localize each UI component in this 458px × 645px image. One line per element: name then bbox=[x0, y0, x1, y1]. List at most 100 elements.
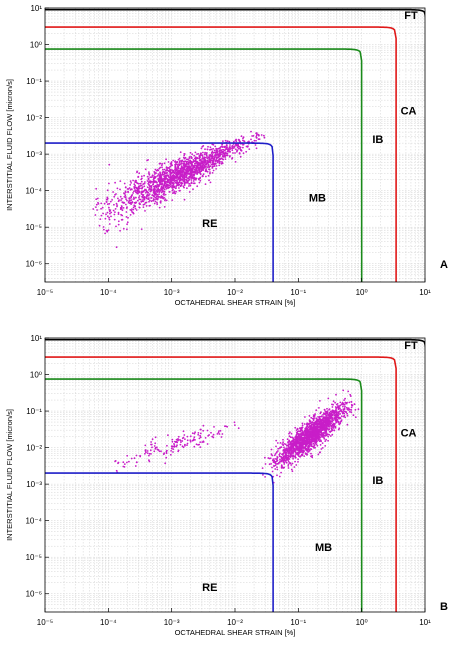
scatter-point bbox=[224, 139, 227, 142]
scatter-point bbox=[343, 412, 346, 415]
scatter-point bbox=[299, 448, 301, 451]
scatter-point bbox=[162, 190, 164, 193]
scatter-point bbox=[158, 183, 161, 186]
scatter-point bbox=[189, 435, 192, 438]
x-tick-label: 10⁻³ bbox=[164, 618, 180, 627]
scatter-point bbox=[105, 201, 108, 203]
scatter-point bbox=[239, 149, 242, 152]
scatter-point bbox=[183, 157, 186, 160]
scatter-point bbox=[333, 413, 335, 415]
scatter-point bbox=[291, 436, 294, 439]
scatter-point bbox=[171, 440, 174, 443]
scatter-point bbox=[251, 135, 254, 137]
scatter-point bbox=[169, 173, 172, 176]
scatter-point bbox=[144, 444, 147, 447]
scatter-point bbox=[318, 431, 321, 433]
scatter-point bbox=[194, 151, 197, 154]
scatter-point bbox=[129, 201, 132, 204]
scatter-point bbox=[120, 199, 122, 202]
scatter-point bbox=[129, 214, 132, 216]
scatter-point bbox=[325, 422, 327, 425]
scatter-point bbox=[270, 463, 272, 465]
scatter-point bbox=[296, 435, 298, 438]
scatter-point bbox=[154, 446, 157, 449]
scatter-point bbox=[177, 438, 180, 441]
scatter-point bbox=[170, 180, 173, 182]
scatter-point bbox=[274, 453, 277, 455]
scatter-point bbox=[175, 167, 177, 170]
scatter-point bbox=[314, 425, 317, 428]
scatter-point bbox=[139, 185, 142, 187]
scatter-point bbox=[308, 438, 310, 441]
scatter-point bbox=[140, 193, 143, 195]
scatter-point bbox=[237, 427, 240, 430]
scatter-point bbox=[295, 452, 298, 455]
scatter-point bbox=[138, 196, 140, 199]
scatter-point bbox=[100, 214, 103, 217]
scatter-point bbox=[177, 166, 180, 169]
scatter-point bbox=[234, 424, 236, 426]
scatter-point bbox=[126, 461, 128, 464]
scatter-point bbox=[195, 443, 198, 446]
scatter-point bbox=[165, 177, 168, 180]
scatter-point bbox=[166, 444, 168, 447]
scatter-point bbox=[289, 462, 292, 465]
scatter-point bbox=[177, 184, 180, 187]
scatter-point bbox=[139, 182, 142, 185]
scatter-point bbox=[144, 201, 147, 204]
scatter-point bbox=[290, 464, 293, 466]
scatter-point bbox=[205, 155, 208, 157]
scatter-point bbox=[176, 160, 179, 163]
scatter-point bbox=[134, 465, 137, 467]
scatter-point bbox=[155, 181, 158, 184]
scatter-point bbox=[232, 152, 234, 154]
scatter-point bbox=[142, 199, 144, 201]
scatter-point bbox=[287, 449, 290, 451]
x-axis-label: OCTAHEDRAL SHEAR STRAIN [%] bbox=[175, 628, 296, 637]
scatter-point bbox=[132, 208, 135, 211]
scatter-point bbox=[97, 201, 99, 204]
scatter-point bbox=[160, 177, 163, 180]
scatter-point bbox=[169, 165, 172, 168]
scatter-point bbox=[196, 185, 199, 188]
scatter-point bbox=[190, 155, 193, 158]
scatter-point bbox=[228, 146, 231, 149]
scatter-point bbox=[334, 401, 336, 404]
scatter-point bbox=[233, 421, 236, 424]
region-label-ft: FT bbox=[404, 10, 418, 22]
scatter-point bbox=[175, 179, 178, 182]
scatter-point bbox=[290, 453, 292, 456]
scatter-point bbox=[220, 149, 223, 151]
scatter-point bbox=[187, 168, 189, 171]
scatter-point bbox=[221, 433, 224, 435]
scatter-point bbox=[319, 435, 321, 438]
scatter-point bbox=[121, 197, 123, 200]
scatter-point bbox=[114, 460, 117, 462]
scatter-point bbox=[199, 179, 202, 182]
scatter-point bbox=[117, 197, 119, 200]
scatter-point bbox=[215, 165, 218, 167]
scatter-point bbox=[214, 162, 217, 165]
scatter-point bbox=[291, 451, 294, 454]
scatter-point bbox=[211, 172, 214, 174]
scatter-point bbox=[167, 161, 170, 163]
scatter-point bbox=[338, 405, 341, 407]
scatter-point bbox=[255, 139, 257, 142]
scatter-point bbox=[344, 405, 346, 408]
y-tick-label: 10⁻⁶ bbox=[26, 590, 42, 599]
scatter-point bbox=[156, 203, 159, 206]
scatter-point bbox=[337, 411, 340, 413]
scatter-point bbox=[303, 440, 306, 443]
scatter-point bbox=[180, 441, 182, 443]
scatter-point bbox=[126, 228, 128, 231]
y-tick-label: 10¹ bbox=[30, 4, 42, 13]
scatter-point bbox=[122, 227, 125, 230]
scatter-point bbox=[117, 211, 120, 214]
scatter-point bbox=[256, 133, 258, 136]
y-tick-label: 10⁻⁴ bbox=[25, 517, 42, 526]
scatter-point bbox=[114, 194, 116, 196]
scatter-point bbox=[288, 458, 291, 460]
scatter-point bbox=[229, 144, 231, 146]
scatter-point bbox=[196, 153, 198, 156]
scatter-point bbox=[294, 448, 297, 450]
